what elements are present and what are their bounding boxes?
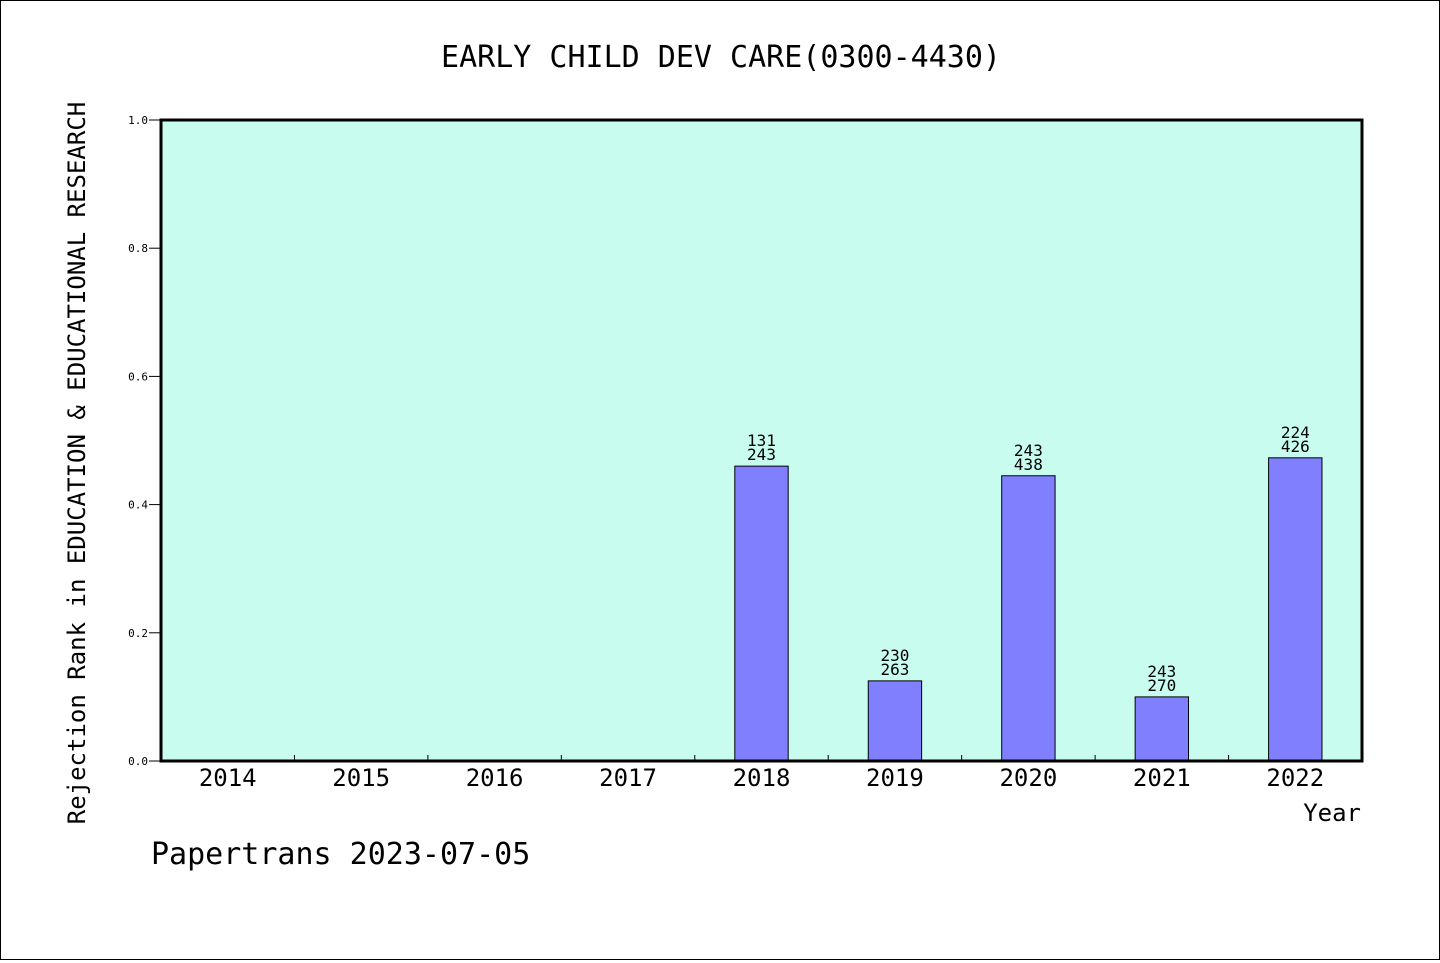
plot-border — [159, 118, 1364, 763]
bar-2020 — [1001, 475, 1056, 762]
bar-label-rank-2019: 230 — [880, 646, 909, 665]
bar-2021 — [1134, 696, 1190, 762]
x-axis-label: Year — [1303, 799, 1361, 827]
footer-credit: Papertrans 2023-07-05 — [151, 837, 530, 872]
chart-title: EARLY CHILD DEV CARE(0300-4430) — [441, 40, 1001, 75]
bar-label-total-2021: 270 — [1147, 676, 1176, 695]
x-tick-label: 2022 — [1266, 764, 1324, 792]
x-tick-label: 2014 — [199, 764, 257, 792]
y-tick-label: 1.0 — [128, 114, 148, 127]
bar-label-rank-2022: 224 — [1281, 423, 1310, 442]
x-tick-label: 2017 — [599, 764, 657, 792]
y-axis-label: Rejection Rank in EDUCATION & EDUCATIONA… — [63, 102, 91, 824]
bar-label-rank-2018: 131 — [747, 431, 776, 450]
x-tick-label: 2015 — [332, 764, 390, 792]
y-tick-label: 0.6 — [128, 370, 148, 383]
bar-label-total-2022: 426 — [1281, 437, 1310, 456]
y-tick-label: 0.2 — [128, 627, 148, 640]
bar-label-total-2019: 263 — [880, 660, 909, 679]
x-tick-label: 2016 — [466, 764, 524, 792]
x-tick-label: 2020 — [999, 764, 1057, 792]
x-tick-label: 2019 — [866, 764, 924, 792]
bar-label-rank-2021: 243 — [1147, 662, 1176, 681]
bar-2018 — [734, 465, 789, 762]
bar-label-total-2020: 438 — [1014, 455, 1043, 474]
y-tick-label: 0.4 — [128, 499, 148, 512]
x-tick-label: 2018 — [733, 764, 791, 792]
bar-label-rank-2020: 243 — [1014, 441, 1043, 460]
bar-label-total-2018: 243 — [747, 445, 776, 464]
bar-2019 — [867, 680, 923, 762]
x-tick-label: 2021 — [1133, 764, 1191, 792]
y-tick-label: 0.8 — [128, 242, 148, 255]
y-tick-label: 0.0 — [128, 755, 148, 768]
bar-2022 — [1268, 457, 1323, 762]
